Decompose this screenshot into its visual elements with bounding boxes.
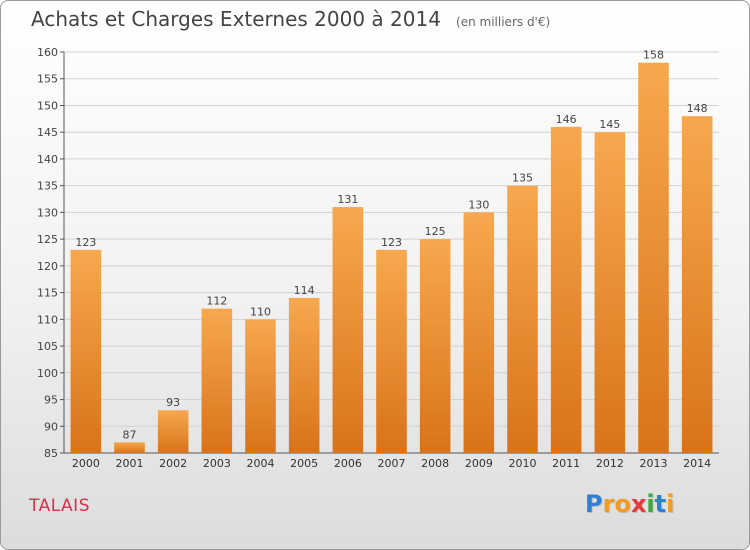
y-tick-label: 135 xyxy=(37,180,58,193)
bar-2006[interactable] xyxy=(332,207,364,453)
y-tick-label: 95 xyxy=(44,394,58,407)
x-tick-label-2006: 2006 xyxy=(334,457,362,470)
x-tick-label-2009: 2009 xyxy=(465,457,493,470)
x-tick-label-2000: 2000 xyxy=(72,457,100,470)
y-tick-label: 120 xyxy=(37,260,58,273)
bar-2009[interactable] xyxy=(463,212,495,453)
bar-2013[interactable] xyxy=(638,62,669,454)
bar-2014[interactable] xyxy=(681,116,713,453)
logo-letter: P xyxy=(585,490,603,518)
bar-2012[interactable] xyxy=(594,132,626,453)
data-label-2002: 93 xyxy=(166,396,180,409)
y-tick-label: 110 xyxy=(37,313,58,326)
logo-letter: i xyxy=(666,490,675,518)
y-tick-label: 150 xyxy=(37,99,58,112)
chart-subtitle: (en milliers d'€) xyxy=(456,15,551,29)
bar-2000[interactable] xyxy=(70,249,102,453)
bar-chart: 85 90 95 100 105 110 115 120 125 130 135 140 145 150 1… xyxy=(37,46,719,470)
y-tick-label: 155 xyxy=(37,73,58,86)
bar-2002[interactable] xyxy=(157,410,189,453)
y-tick-label: 130 xyxy=(37,206,58,219)
x-tick-label-2011: 2011 xyxy=(552,457,580,470)
data-label-2014: 148 xyxy=(687,102,708,115)
bar-2003[interactable] xyxy=(201,308,233,453)
y-tick-label: 85 xyxy=(44,447,58,460)
data-label-2010: 135 xyxy=(512,172,533,185)
data-label-2011: 146 xyxy=(556,113,577,126)
data-label-2007: 123 xyxy=(381,236,402,249)
data-label-2008: 125 xyxy=(425,225,446,238)
data-label-2013: 158 xyxy=(643,49,664,62)
y-tick-label: 90 xyxy=(44,420,58,433)
title-row: Achats et Charges Externes 2000 à 2014 (… xyxy=(31,7,550,31)
bar-2010[interactable] xyxy=(507,185,538,453)
bar-2004[interactable] xyxy=(245,319,276,453)
y-tick-label: 145 xyxy=(37,126,58,139)
chart-title: Achats et Charges Externes 2000 à 2014 xyxy=(31,7,441,31)
data-label-2003: 112 xyxy=(206,295,227,308)
x-tick-label-2013: 2013 xyxy=(640,457,668,470)
y-tick-label: 140 xyxy=(37,153,58,166)
bar-2008[interactable] xyxy=(419,239,451,453)
bars xyxy=(70,62,713,454)
data-label-2012: 145 xyxy=(599,118,620,131)
logo-letter: i xyxy=(646,490,655,518)
bar-2007[interactable] xyxy=(376,249,407,453)
x-tick-label-2007: 2007 xyxy=(378,457,406,470)
y-tick-label: 100 xyxy=(37,367,58,380)
y-tick-label: 115 xyxy=(37,287,58,300)
logo-letter: x xyxy=(630,490,647,518)
y-tick-label: 125 xyxy=(37,233,58,246)
data-label-2004: 110 xyxy=(250,305,271,318)
y-tick-label: 160 xyxy=(37,46,58,59)
x-tick-label-2008: 2008 xyxy=(421,457,449,470)
x-tick-label-2002: 2002 xyxy=(159,457,187,470)
data-label-2009: 130 xyxy=(468,198,489,211)
x-tick-label-2014: 2014 xyxy=(683,457,711,470)
data-labels: 123 87 93 112 110 114 131 123 125 130 135 146 145 158… xyxy=(75,49,707,442)
x-tick-label-2003: 2003 xyxy=(203,457,231,470)
logo-letter: o xyxy=(614,490,631,518)
x-tick-label-2012: 2012 xyxy=(596,457,624,470)
bar-2001[interactable] xyxy=(114,442,145,453)
data-label-2001: 87 xyxy=(123,428,137,441)
proxiti-logo[interactable]: Proxiti xyxy=(585,490,674,518)
axes: 85 90 95 100 105 110 115 120 125 130 135 140 145 150 1… xyxy=(37,46,719,470)
data-label-2005: 114 xyxy=(294,284,315,297)
logo-letter: r xyxy=(602,490,615,518)
x-tick-label-2005: 2005 xyxy=(290,457,318,470)
x-tick-label-2001: 2001 xyxy=(116,457,144,470)
data-label-2006: 131 xyxy=(337,193,358,206)
x-tick-label-2010: 2010 xyxy=(509,457,537,470)
x-tick-label-2004: 2004 xyxy=(247,457,275,470)
bar-2005[interactable] xyxy=(288,297,320,453)
data-label-2000: 123 xyxy=(75,236,96,249)
bar-2011[interactable] xyxy=(550,126,582,453)
logo-letter: t xyxy=(654,490,667,518)
y-tick-label: 105 xyxy=(37,340,58,353)
place-label: TALAIS xyxy=(29,496,90,516)
